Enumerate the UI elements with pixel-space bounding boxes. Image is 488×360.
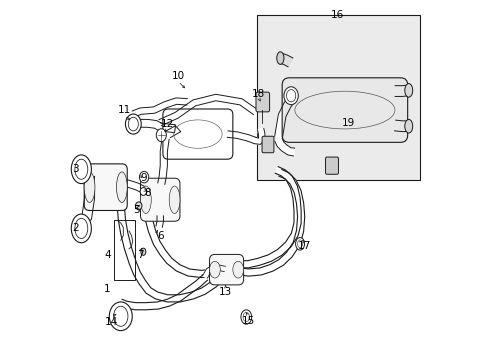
Polygon shape [238,167,301,268]
Polygon shape [274,138,294,156]
Ellipse shape [404,84,412,97]
Text: 12: 12 [161,120,174,129]
Ellipse shape [113,306,128,326]
Ellipse shape [284,87,298,105]
Text: 10: 10 [171,71,184,81]
Polygon shape [160,123,175,132]
Ellipse shape [128,117,138,131]
Ellipse shape [209,261,220,278]
FancyBboxPatch shape [163,109,232,159]
Text: 4: 4 [104,250,111,260]
Ellipse shape [232,261,243,278]
Polygon shape [254,129,264,144]
Ellipse shape [169,186,180,213]
Ellipse shape [297,240,302,248]
Polygon shape [79,172,94,187]
Text: 14: 14 [104,317,118,327]
Ellipse shape [139,171,148,183]
Ellipse shape [156,129,166,141]
Ellipse shape [84,172,95,202]
Text: 6: 6 [157,231,163,240]
Polygon shape [238,170,304,276]
FancyBboxPatch shape [255,92,269,112]
Polygon shape [119,275,207,310]
Ellipse shape [75,219,88,238]
Ellipse shape [125,114,141,134]
FancyBboxPatch shape [325,157,338,174]
Ellipse shape [243,312,249,321]
Polygon shape [142,204,234,278]
Ellipse shape [116,172,127,202]
Ellipse shape [71,155,91,184]
Text: 15: 15 [241,316,254,325]
Text: 8: 8 [144,188,151,198]
Ellipse shape [140,186,151,213]
FancyBboxPatch shape [282,78,407,142]
Ellipse shape [404,120,412,133]
FancyBboxPatch shape [209,255,243,285]
Ellipse shape [71,214,91,243]
Polygon shape [158,138,169,184]
Polygon shape [133,120,162,130]
Text: 16: 16 [330,10,344,20]
Text: 18: 18 [252,89,265,99]
Ellipse shape [295,238,304,250]
Ellipse shape [109,302,132,330]
Ellipse shape [276,52,284,64]
Polygon shape [274,95,295,138]
Text: 5: 5 [133,206,139,216]
Polygon shape [166,125,181,138]
FancyBboxPatch shape [84,164,127,211]
Text: 3: 3 [73,164,79,174]
Text: 17: 17 [298,241,311,251]
Text: 19: 19 [341,118,354,128]
Polygon shape [278,53,292,67]
Ellipse shape [241,310,251,324]
Text: 11: 11 [118,105,131,115]
Ellipse shape [286,90,295,102]
Text: 1: 1 [104,284,111,294]
Polygon shape [203,265,225,278]
Text: 13: 13 [219,287,232,297]
FancyBboxPatch shape [140,178,180,221]
Bar [257,15,419,180]
Polygon shape [159,94,257,126]
Polygon shape [79,191,94,225]
Text: 9: 9 [140,173,146,183]
Text: 7: 7 [137,250,143,260]
Polygon shape [394,120,408,132]
Text: 2: 2 [72,224,79,233]
Polygon shape [122,180,149,196]
Ellipse shape [135,202,142,210]
Ellipse shape [140,188,146,195]
Polygon shape [156,216,163,227]
Polygon shape [394,85,408,96]
Polygon shape [227,131,256,144]
Ellipse shape [141,248,145,255]
Polygon shape [117,205,224,302]
Polygon shape [132,98,187,117]
Bar [113,220,135,280]
Ellipse shape [75,159,88,179]
FancyBboxPatch shape [262,136,273,153]
